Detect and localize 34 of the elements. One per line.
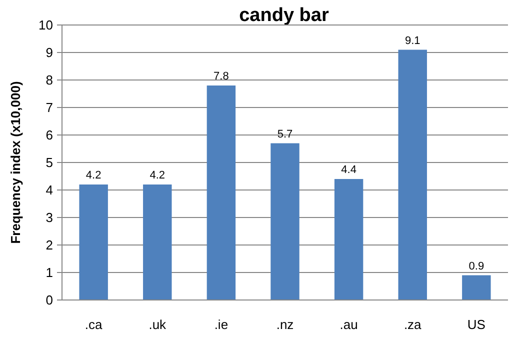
- bar: [206, 86, 236, 300]
- y-tick-label: 8: [46, 72, 53, 88]
- data-label: 4.2: [86, 170, 102, 182]
- x-tick-label: .ie: [214, 317, 228, 332]
- y-tick-label: 3: [46, 210, 53, 226]
- data-label: 0.9: [468, 260, 484, 272]
- data-label: 4.4: [341, 164, 356, 176]
- x-tick-label: .uk: [148, 317, 167, 332]
- y-tick-label: 0: [46, 292, 53, 308]
- y-tick-label: 9: [46, 45, 53, 60]
- bar: [79, 184, 108, 300]
- bar: [143, 184, 172, 300]
- y-tick-label: 4: [46, 182, 53, 198]
- y-tick-label: 6: [46, 128, 53, 143]
- x-tick-label: US: [467, 317, 486, 332]
- x-tick-label: .za: [404, 317, 422, 332]
- bar: [398, 50, 427, 300]
- y-tick-label: 5: [46, 155, 53, 170]
- bar: [462, 275, 491, 300]
- bar: [270, 143, 300, 300]
- data-label: 9.1: [404, 34, 420, 47]
- y-tick-label: 1: [46, 265, 53, 280]
- y-tick-label: 7: [46, 100, 53, 116]
- x-tick-label: .au: [340, 317, 358, 332]
- data-label: 7.8: [214, 70, 229, 82]
- x-tick-label: .nz: [276, 317, 294, 332]
- y-axis-title: Frequency index (x10,000): [8, 81, 23, 244]
- chart-title: candy bar: [239, 5, 330, 26]
- y-tick-label: 2: [46, 238, 53, 253]
- data-label: 5.7: [277, 128, 293, 140]
- x-tick-label: .ca: [84, 317, 104, 332]
- bar: [334, 179, 364, 300]
- data-label: 4.2: [150, 170, 166, 182]
- y-tick-label: 10: [38, 18, 53, 33]
